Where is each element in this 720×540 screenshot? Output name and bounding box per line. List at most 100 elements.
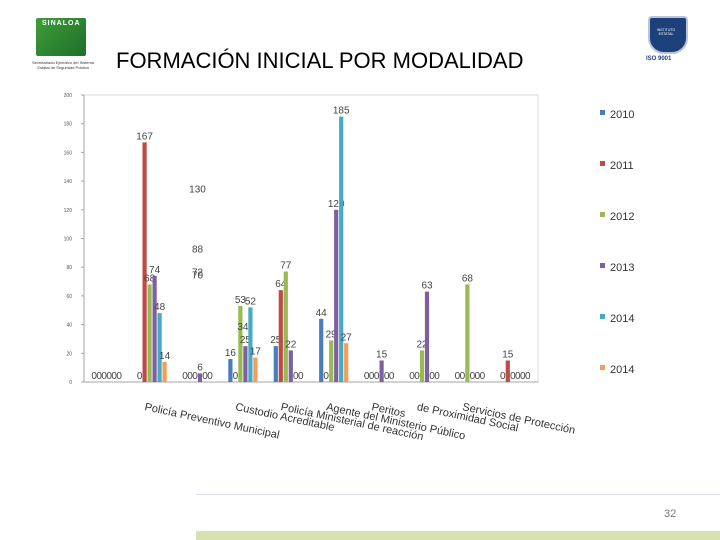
y-tick-label: 80	[66, 265, 72, 271]
data-label: 0	[233, 371, 239, 382]
bar	[329, 340, 334, 382]
data-label: 0	[510, 371, 516, 382]
data-label: 63	[421, 281, 433, 292]
bar	[334, 209, 339, 382]
y-tick-label: 0	[69, 380, 72, 386]
bar	[243, 346, 248, 382]
data-label: 48	[154, 302, 166, 313]
sinaloa-logo-mark	[36, 18, 86, 56]
data-label: 29	[326, 329, 338, 340]
data-label: 0	[106, 371, 112, 382]
bar	[273, 346, 278, 382]
data-label: 64	[275, 279, 287, 290]
page-title: FORMACIÓN INICIAL POR MODALIDAD	[116, 48, 524, 73]
data-label: 70	[192, 271, 204, 282]
data-label: 0	[298, 371, 304, 382]
data-label: 52	[245, 296, 257, 307]
bar	[162, 361, 167, 382]
data-label: 0	[389, 371, 395, 382]
data-label: 0	[455, 371, 461, 382]
data-label: 0	[364, 371, 370, 382]
sinaloa-logo-subtitle: Secretariado Ejecutivo del Sistema Estat…	[31, 60, 95, 70]
data-label: 0	[374, 371, 380, 382]
iso-badge: ISO 9001	[646, 56, 672, 62]
bar	[238, 305, 243, 382]
bar	[283, 271, 288, 382]
legend-swatch	[600, 263, 605, 268]
y-tick-label: 60	[66, 294, 72, 300]
data-label: 25	[270, 335, 282, 346]
sinaloa-logo: SINALOA Secretariado Ejecutivo del Siste…	[28, 18, 98, 76]
data-label: 0	[96, 371, 102, 382]
data-label: 22	[416, 339, 428, 350]
legend-swatch	[600, 365, 605, 370]
bar	[142, 142, 147, 382]
bar	[278, 290, 283, 382]
bar	[339, 116, 344, 383]
bar	[379, 360, 384, 382]
data-label: 0	[409, 371, 415, 382]
legend-entry: 2013	[610, 262, 634, 274]
data-label: 27	[341, 332, 353, 343]
data-label: 0	[384, 371, 390, 382]
data-label: 15	[502, 349, 514, 360]
data-label: 44	[316, 308, 328, 319]
y-tick-label: 200	[64, 93, 73, 99]
data-label: 17	[250, 347, 262, 358]
data-label: 0	[515, 371, 521, 382]
data-label: 77	[280, 261, 292, 272]
data-label: 185	[333, 106, 350, 117]
legend-swatch	[600, 212, 605, 217]
data-label: 15	[376, 349, 388, 360]
legend-swatch	[600, 161, 605, 166]
data-label: 0	[460, 371, 466, 382]
data-label: 0	[414, 371, 420, 382]
page-number: 32	[664, 508, 677, 520]
data-label: 0	[192, 371, 198, 382]
bar	[248, 307, 253, 382]
bar	[344, 343, 349, 382]
data-label: 0	[480, 371, 486, 382]
data-label: 0	[475, 371, 481, 382]
data-label: 0	[520, 371, 526, 382]
data-label: 0	[369, 371, 375, 382]
data-label: 0	[137, 371, 143, 382]
legend-entry: 2014	[610, 313, 634, 325]
data-label: 0	[182, 371, 188, 382]
legend-entry: 2014	[610, 364, 634, 376]
institute-seal: INSTITUTO ESTATAL ISO 9001	[640, 14, 692, 70]
data-label: 120	[328, 199, 345, 210]
data-label: 0	[500, 371, 506, 382]
y-tick-label: 120	[64, 208, 73, 214]
data-label: 0	[111, 371, 117, 382]
data-label: 6	[197, 362, 203, 373]
data-label: 16	[225, 348, 237, 359]
data-label: 34	[237, 322, 249, 333]
data-label: 25	[240, 335, 252, 346]
bar	[465, 284, 470, 382]
sinaloa-logo-text: SINALOA	[42, 20, 81, 27]
data-label: 22	[285, 339, 297, 350]
data-label: 68	[144, 273, 156, 284]
legend-entry: 2012	[610, 211, 634, 223]
data-label: 0	[525, 371, 531, 382]
bar	[157, 313, 162, 382]
bar	[419, 350, 425, 382]
bar	[319, 318, 324, 382]
data-label: 0	[470, 371, 476, 382]
data-label: 0	[434, 371, 440, 382]
bar	[152, 275, 157, 382]
y-tick-label: 20	[66, 351, 72, 357]
data-label: 0	[202, 371, 208, 382]
y-tick-label: 180	[64, 122, 73, 128]
data-label: 88	[192, 245, 204, 256]
data-label: 130	[189, 184, 206, 195]
shield-icon	[648, 16, 688, 54]
seal-text: INSTITUTO ESTATAL	[656, 28, 676, 36]
y-tick-label: 160	[64, 150, 73, 156]
data-label: 74	[149, 265, 161, 276]
y-tick-label: 140	[64, 179, 73, 185]
data-label: 53	[235, 295, 247, 306]
data-label: 0	[116, 371, 122, 382]
